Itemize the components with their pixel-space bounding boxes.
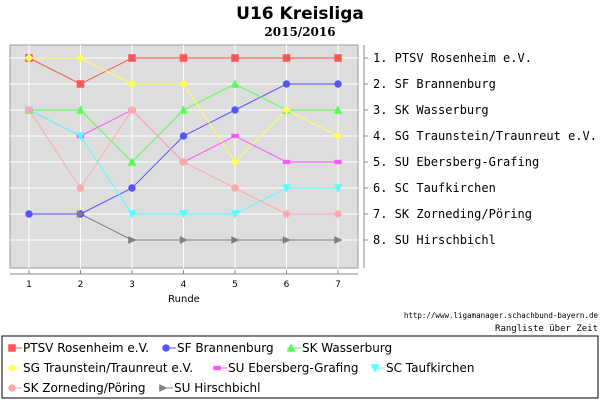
data-point-sf-brannenburg <box>231 106 239 114</box>
source-url: http://www.ligamanager.schachbund-bayern… <box>404 311 599 320</box>
series-markers <box>24 53 343 244</box>
data-point-sg-traunstein-traunreut-e-v <box>282 105 291 115</box>
legend-label-su-ebersberg-grafing: SU Ebersberg-Grafing <box>228 361 358 375</box>
data-point-sf-brannenburg <box>179 132 188 140</box>
rank-label: 8. SU Hirschbichl <box>373 233 496 247</box>
legend-marker-sk-wasserburg <box>286 343 296 352</box>
rank-label: 2. SF Brannenburg <box>373 77 496 91</box>
x-tick-label: 3 <box>129 280 135 290</box>
data-point-su-ebersberg-grafing <box>334 159 342 165</box>
data-point-su-hirschbichl <box>128 236 137 244</box>
data-point-ptsv-rosenheim-e-v <box>179 54 188 62</box>
x-axis-label: Runde <box>168 294 200 305</box>
rank-label: 4. SG Traunstein/Traunreut e.V. <box>373 129 597 143</box>
legend-marker-sk-zorneding-p-ring <box>8 384 16 392</box>
legend-marker-ptsv-rosenheim-e-v <box>8 344 16 352</box>
x-tick-label: 7 <box>335 280 341 290</box>
data-point-su-hirschbichl <box>334 236 343 244</box>
data-point-sk-zorneding-p-ring <box>179 158 188 166</box>
data-point-sc-taufkirchen <box>127 210 137 219</box>
rank-labels: 1. PTSV Rosenheim e.V. 2. SF Brannenburg 3… <box>364 51 597 247</box>
data-point-sk-wasserburg <box>333 105 343 114</box>
data-point-sf-brannenburg <box>128 184 136 192</box>
chart-title: U16 Kreisliga <box>236 4 364 24</box>
data-point-sk-zorneding-p-ring <box>334 210 342 218</box>
rank-label: 7. SK Zorneding/Pöring <box>373 207 532 221</box>
data-point-ptsv-rosenheim-e-v <box>334 54 342 62</box>
data-point-ptsv-rosenheim-e-v <box>231 54 239 62</box>
data-point-sk-wasserburg <box>179 105 188 114</box>
x-tick-label: 1 <box>26 280 32 290</box>
legend-marker-su-ebersberg-grafing <box>213 365 221 371</box>
data-point-sf-brannenburg <box>334 80 342 88</box>
legend-label-sg-traunstein-traunreut-e-v: SG Traunstein/Traunreut e.V. <box>23 361 193 375</box>
data-point-su-ebersberg-grafing <box>231 133 239 139</box>
chart-subtitle: 2015/2016 <box>264 25 335 39</box>
legend-label-sk-wasserburg: SK Wasserburg <box>302 341 392 355</box>
data-point-su-hirschbichl <box>231 236 240 244</box>
legend-label-ptsv-rosenheim-e-v: PTSV Rosenheim e.V. <box>23 341 149 355</box>
chart-caption: Rangliste über Zeit <box>495 324 598 334</box>
data-point-sc-taufkirchen <box>230 210 240 219</box>
data-point-sc-taufkirchen <box>282 184 291 193</box>
legend-label-sf-brannenburg: SF Brannenburg <box>177 341 274 355</box>
data-point-sf-brannenburg <box>25 210 33 218</box>
legend-label-su-hirschbichl: SU Hirschbichl <box>174 381 260 395</box>
x-tick-label: 4 <box>181 280 187 290</box>
data-point-sk-zorneding-p-ring <box>76 184 85 192</box>
data-point-ptsv-rosenheim-e-v <box>128 54 136 62</box>
x-tick-label: 2 <box>78 280 84 290</box>
x-axis-ticks: 1 2 3 4 5 6 7 <box>26 270 341 290</box>
rank-label: 6. SC Taufkirchen <box>373 181 496 195</box>
data-point-sg-traunstein-traunreut-e-v <box>230 157 240 167</box>
rank-label: 3. SK Wasserburg <box>373 103 489 117</box>
data-point-sk-zorneding-p-ring <box>128 106 136 114</box>
legend-label-sk-zorneding-p-ring: SK Zorneding/Pöring <box>23 381 145 395</box>
legend-items: PTSV Rosenheim e.V. SF Brannenburg SK Wass… <box>7 341 474 395</box>
data-point-sg-traunstein-traunreut-e-v <box>179 79 188 89</box>
data-point-su-hirschbichl <box>76 210 86 218</box>
data-point-sc-taufkirchen <box>333 184 343 193</box>
data-point-sg-traunstein-traunreut-e-v <box>24 53 34 63</box>
data-point-sk-zorneding-p-ring <box>25 106 33 114</box>
data-point-su-hirschbichl <box>179 236 189 244</box>
data-point-ptsv-rosenheim-e-v <box>76 80 85 88</box>
data-point-sk-zorneding-p-ring <box>231 184 239 192</box>
x-tick-label: 6 <box>284 280 290 290</box>
series-line-su-hirschbichl <box>80 213 338 241</box>
data-point-su-hirschbichl <box>282 236 292 244</box>
legend-marker-sc-taufkirchen <box>370 364 380 373</box>
data-point-sk-zorneding-p-ring <box>282 210 291 218</box>
data-point-sk-wasserburg <box>76 105 85 114</box>
data-point-sg-traunstein-traunreut-e-v <box>127 79 137 89</box>
x-tick-label: 5 <box>232 280 238 290</box>
data-point-sg-traunstein-traunreut-e-v <box>76 53 85 63</box>
data-point-sf-brannenburg <box>282 80 291 88</box>
legend-label-sc-taufkirchen: SC Taufkirchen <box>386 361 474 375</box>
legend <box>1 335 599 399</box>
data-point-sc-taufkirchen <box>76 132 85 141</box>
data-point-sg-traunstein-traunreut-e-v <box>333 131 343 141</box>
rank-label: 5. SU Ebersberg-Grafing <box>373 155 539 169</box>
data-point-sc-taufkirchen <box>179 210 188 219</box>
data-point-sk-wasserburg <box>127 157 137 166</box>
rank-label: 1. PTSV Rosenheim e.V. <box>373 51 532 65</box>
legend-marker-sf-brannenburg <box>162 344 170 352</box>
legend-marker-su-hirschbichl <box>159 384 168 392</box>
data-point-ptsv-rosenheim-e-v <box>282 54 291 62</box>
data-point-su-ebersberg-grafing <box>282 159 291 165</box>
legend-marker-sg-traunstein-traunreut-e-v <box>7 363 17 373</box>
data-point-sk-wasserburg <box>230 79 240 88</box>
